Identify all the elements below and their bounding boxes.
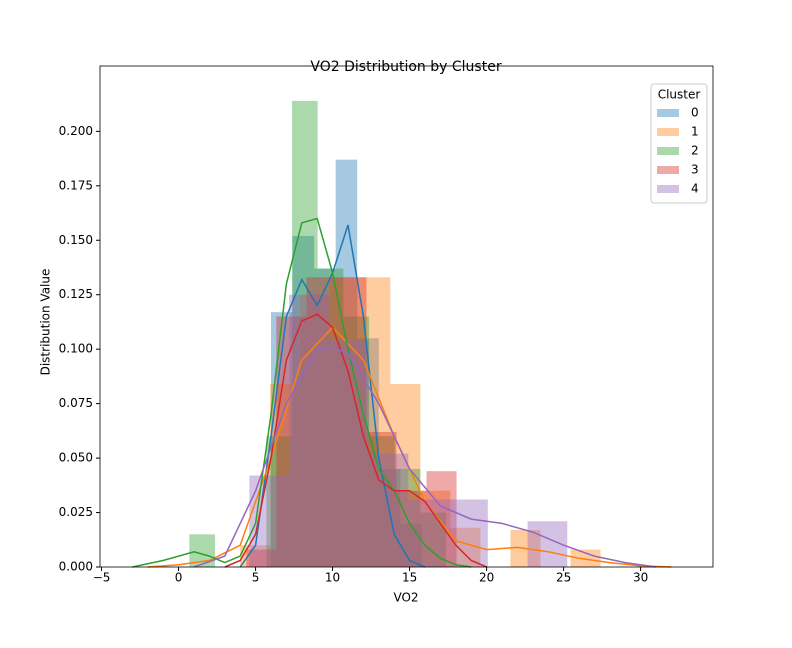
- legend: Cluster 0 1 2 3 4: [650, 83, 708, 204]
- histogram-bar: [368, 453, 409, 567]
- histogram-bar: [366, 431, 397, 567]
- x-tick-label: 0: [175, 571, 183, 585]
- histogram-bar: [448, 499, 488, 567]
- legend-label: 0: [691, 106, 699, 120]
- legend-label: 1: [691, 125, 699, 139]
- x-tick-label: 30: [633, 571, 648, 585]
- histogram-bar: [240, 545, 271, 567]
- legend-label: 3: [691, 163, 699, 177]
- y-tick-label: 0.100: [59, 342, 93, 356]
- x-tick-label: 10: [325, 571, 340, 585]
- legend-swatch: [657, 185, 679, 193]
- histogram-bar: [300, 294, 331, 567]
- legend-swatch: [657, 109, 679, 117]
- histogram-bar: [328, 340, 369, 567]
- histogram-bar: [246, 549, 277, 567]
- y-tick-label: 0.175: [59, 178, 93, 192]
- legend-swatch: [657, 128, 679, 136]
- y-tick-label: 0.000: [59, 560, 93, 574]
- histogram-bar: [570, 549, 601, 567]
- legend-swatch: [657, 166, 679, 174]
- x-tick-label: 5: [252, 571, 260, 585]
- histogram-bar: [450, 527, 481, 567]
- histogram-bar: [336, 277, 367, 567]
- axes-frame: [99, 65, 714, 568]
- histogram-bar: [314, 268, 336, 567]
- histogram-bar: [335, 159, 358, 567]
- legend-box: [650, 83, 708, 204]
- histogram-bar: [420, 512, 447, 567]
- x-tick-label: 25: [556, 571, 571, 585]
- histogram-bar: [369, 436, 395, 567]
- legend-title: Cluster: [658, 88, 701, 102]
- y-tick-label: 0.025: [59, 505, 93, 519]
- kde-line: [224, 313, 487, 568]
- histogram-bar: [396, 490, 427, 567]
- legend-swatch: [657, 147, 679, 155]
- y-tick-label: 0.075: [59, 396, 93, 410]
- histogram-bar: [270, 312, 293, 567]
- plot-area: [132, 100, 672, 568]
- y-tick-label: 0.050: [59, 451, 93, 465]
- kde-line: [193, 346, 657, 568]
- y-tick-label: 0.150: [59, 233, 93, 247]
- x-tick-label: −5: [93, 571, 111, 585]
- histogram-bar: [408, 499, 449, 567]
- x-tick-label: 20: [479, 571, 494, 585]
- x-axis-label: VO2: [393, 591, 418, 605]
- chart-title: VO2 Distribution by Cluster: [310, 59, 501, 75]
- x-tick-label: 15: [402, 571, 417, 585]
- y-tick-label: 0.125: [59, 287, 93, 301]
- legend-label: 2: [691, 144, 699, 158]
- y-tick-label: 0.200: [59, 124, 93, 138]
- histogram-bar: [330, 277, 361, 567]
- y-axis-label: Distribution Value: [39, 269, 53, 376]
- histogram-bar: [289, 294, 329, 567]
- kde-line: [132, 217, 472, 568]
- legend-label: 4: [691, 182, 699, 196]
